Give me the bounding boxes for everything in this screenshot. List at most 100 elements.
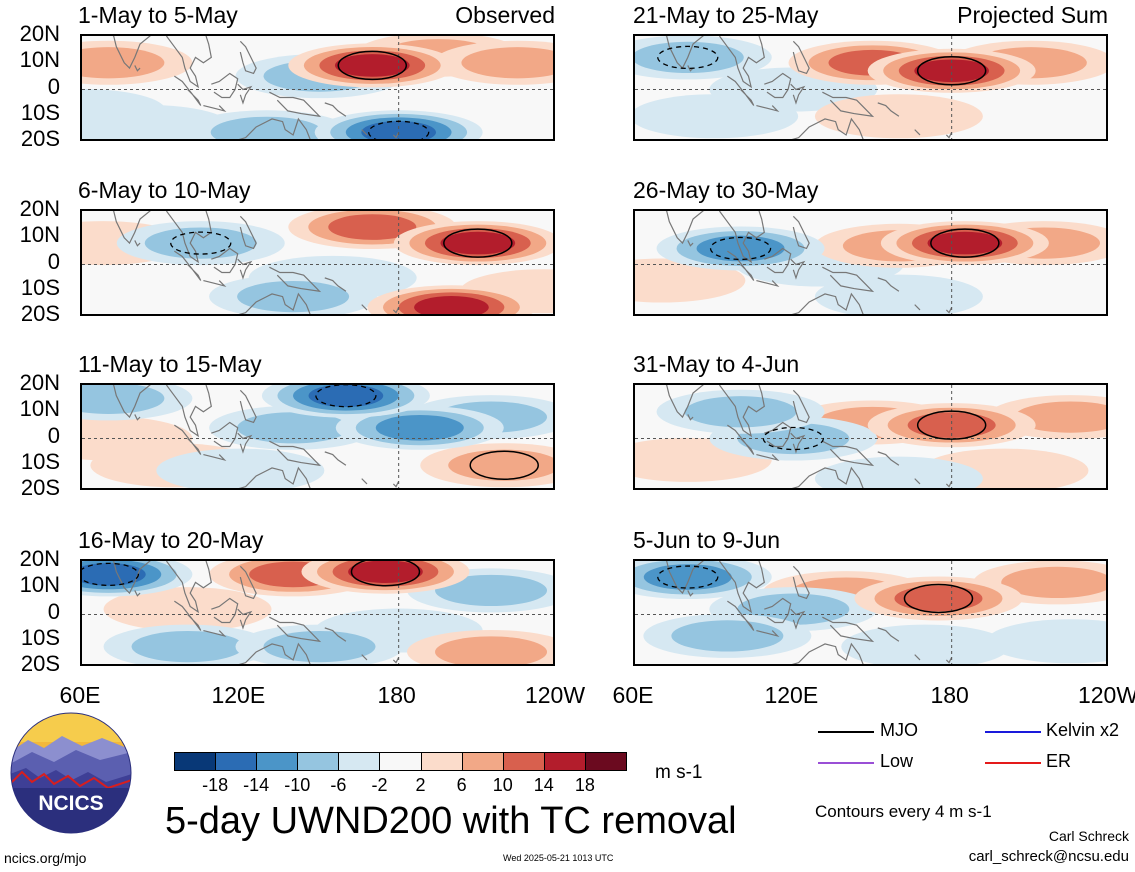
mjo-contour-negative [315,385,377,408]
anomaly-cell [927,231,1003,255]
anomaly-cell [131,631,244,663]
coastline [718,385,765,438]
coastline [764,597,792,624]
legend-swatch [985,731,1041,733]
x-tick-label: 180 [930,682,969,708]
panel-tag: Observed [455,2,555,28]
ncics-logo: NCICS [10,712,132,834]
coastline [269,266,322,293]
anomaly-cell [914,59,989,83]
colorbar-unit: m s-1 [655,762,703,783]
coastline [877,451,900,466]
y-tick-label: 10S [20,624,60,650]
coastline [791,642,864,664]
coastline [112,211,151,245]
mjo-contour-negative [657,45,719,70]
coastline [203,279,227,288]
colorbar-swatch [584,752,627,771]
anomaly-cell [841,624,1010,664]
coastline [203,453,227,462]
anomaly-cell [210,116,323,139]
coastline [790,608,806,630]
coastline [165,36,212,89]
coastline [822,266,875,293]
coastline [392,307,400,314]
coastline [764,72,792,99]
y-tick-label: 20S [20,301,60,326]
coastline [877,277,900,292]
y-tick-label: 10S [20,448,60,474]
y-tick-label: 0 [47,73,60,99]
anomaly-cell [82,88,166,133]
coastline [822,91,875,118]
colorbar-tick-label: 18 [574,775,595,795]
coastline [764,421,792,448]
coastline [165,561,212,614]
colorbar-tick-label: 2 [415,775,426,795]
y-tick-label: 10N [19,396,60,422]
heatmap-canvas [635,561,1106,664]
heatmap-panel [633,209,1108,316]
y-tick-label: 10N [19,572,60,598]
y-tick-label: 0 [47,422,60,448]
colorbar-tick-label: -10 [284,775,311,795]
anomaly-cell [448,449,553,481]
coastline [790,83,806,105]
coastline [112,36,151,70]
mjo-contour-negative [709,236,772,261]
anomaly-cell [82,47,165,79]
coastline [324,102,347,117]
coastline [211,421,239,448]
colorbar-swatch [174,752,217,771]
y-tick-label: 0 [47,598,60,624]
x-tick-label: 60E [59,682,101,708]
x-tick-label: 120W [524,682,586,708]
legend-label: Kelvin x2 [1046,720,1120,740]
anomaly-cell [348,561,423,584]
mjo-contour [337,50,408,81]
coastline [203,629,227,638]
coastline [134,414,141,421]
coastline [687,65,694,72]
legend-swatch [985,762,1041,764]
y-tick-label: 20N [19,546,60,571]
colorbar-swatch [297,752,340,771]
mjo-contour-negative [762,426,824,451]
coastline [914,304,921,311]
anomaly-cell [308,385,384,408]
coastline [174,600,202,631]
coastline [211,247,239,274]
heatmap-canvas [635,211,1106,314]
panel-title: 21-May to 25-May [633,2,819,28]
coastline [764,247,792,274]
coastline [727,424,755,455]
coastline [665,385,704,419]
coastline [269,440,322,467]
colorbar-swatch [461,752,504,771]
heatmap-panel [633,559,1108,666]
coastline [792,215,810,250]
mjo-contour-negative [82,562,140,587]
anomaly-cell [986,619,1106,664]
mjo-contour [916,56,987,86]
coastline [791,292,864,314]
panel-title: 16-May to 20-May [78,527,264,553]
mjo-contour [916,410,987,440]
colorbar-tick-label: -18 [202,775,229,795]
site-link[interactable]: ncics.org/mjo [4,850,87,866]
anomaly-cell [440,231,516,255]
heatmap-panel [633,383,1108,490]
colorbar-swatch [338,752,381,771]
anomaly-cell [814,274,983,314]
timestamp: Wed 2025-05-21 1013 UTC [503,853,614,863]
coastline [756,104,780,113]
coastline [945,132,953,139]
coastline [174,424,202,455]
coastline [237,432,253,454]
figure-title: 5-day UWND200 with TC removal [165,800,737,842]
coastline [238,117,311,139]
coastline [792,565,810,600]
coastline [134,240,141,247]
heatmap-panel [80,559,555,666]
legend-swatch [818,731,874,733]
